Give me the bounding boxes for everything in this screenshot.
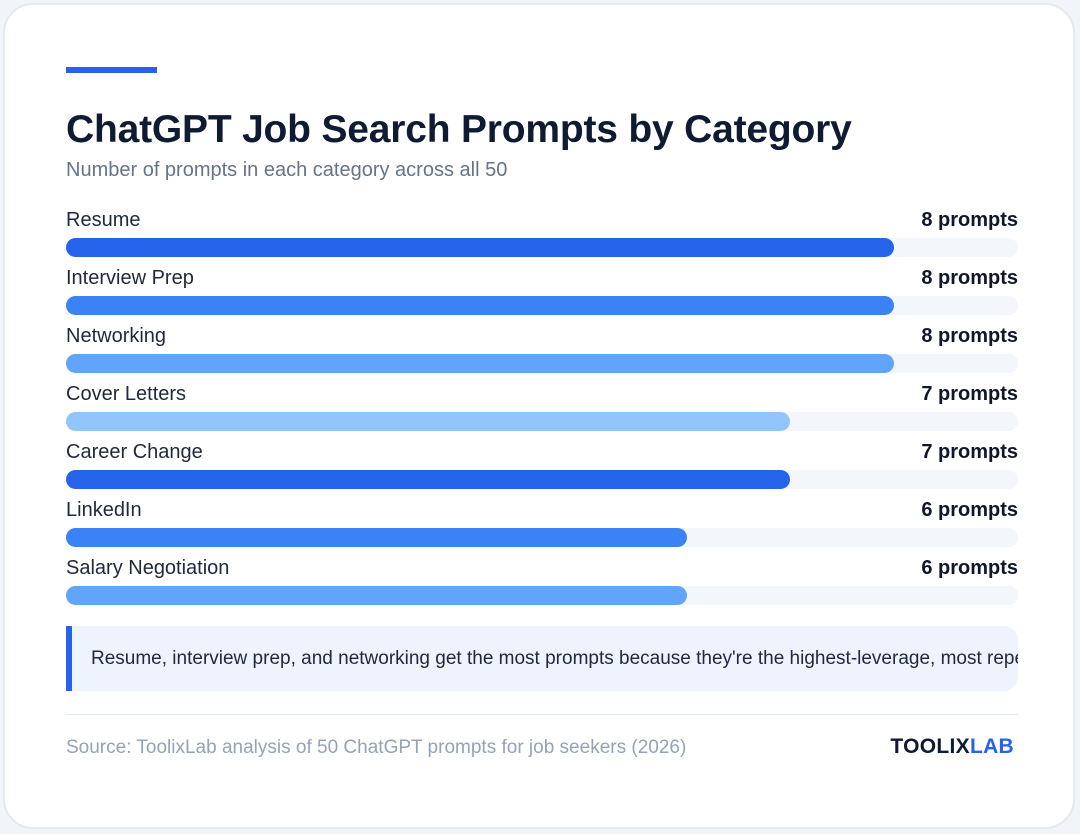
value-label: 8 prompts — [921, 267, 1018, 289]
bar-track — [66, 586, 1018, 605]
bar-row: Salary Negotiation 6 prompts — [66, 554, 1018, 612]
chart-card: ChatGPT Job Search Prompts by Category N… — [3, 3, 1075, 829]
bar — [66, 238, 894, 257]
bar — [66, 470, 790, 489]
bar-row: Interview Prep 8 prompts — [66, 264, 1018, 322]
chart-title: ChatGPT Job Search Prompts by Category — [66, 108, 852, 151]
accent-line — [66, 67, 157, 73]
bar — [66, 354, 894, 373]
category-label: Interview Prep — [66, 267, 194, 289]
value-label: 8 prompts — [921, 209, 1018, 231]
category-label: Cover Letters — [66, 383, 187, 405]
bar — [66, 412, 790, 431]
footer-divider — [66, 714, 1018, 715]
bar-track — [66, 296, 1018, 315]
category-label: Career Change — [66, 441, 203, 463]
category-label: Resume — [66, 209, 141, 231]
brand-main: TOOLIX — [890, 735, 970, 758]
bar — [66, 296, 894, 315]
value-label: 6 prompts — [921, 557, 1018, 579]
insight-note: Resume, interview prep, and networking g… — [66, 626, 1018, 691]
category-label: LinkedIn — [66, 499, 142, 521]
note-text: Resume, interview prep, and networking g… — [91, 648, 1018, 669]
bar — [66, 528, 687, 547]
bar-row: LinkedIn 6 prompts — [66, 496, 1018, 554]
bar-track — [66, 354, 1018, 373]
category-label: Salary Negotiation — [66, 557, 230, 579]
value-label: 7 prompts — [921, 383, 1018, 405]
bar-rows: Resume 8 prompts Interview Prep 8 prompts Ne… — [66, 206, 1018, 612]
bar-track — [66, 470, 1018, 489]
source-text: Source: ToolixLab analysis of 50 ChatGPT… — [66, 737, 687, 758]
bar-row: Resume 8 prompts — [66, 206, 1018, 264]
value-label: 8 prompts — [921, 325, 1018, 347]
bar-track — [66, 238, 1018, 257]
brand-logo: TOOLIXLAB — [890, 734, 1014, 760]
bar-track — [66, 528, 1018, 547]
bar-track — [66, 412, 1018, 431]
value-label: 6 prompts — [921, 499, 1018, 521]
bar-row: Networking 8 prompts — [66, 322, 1018, 380]
bar-row: Career Change 7 prompts — [66, 438, 1018, 496]
brand-accent: LAB — [969, 735, 1014, 758]
value-label: 7 prompts — [921, 441, 1018, 463]
bar-row: Cover Letters 7 prompts — [66, 380, 1018, 438]
category-label: Networking — [66, 325, 167, 347]
note-accent-bar — [66, 626, 72, 691]
chart-subtitle: Number of prompts in each category acros… — [66, 159, 508, 181]
bar — [66, 586, 687, 605]
